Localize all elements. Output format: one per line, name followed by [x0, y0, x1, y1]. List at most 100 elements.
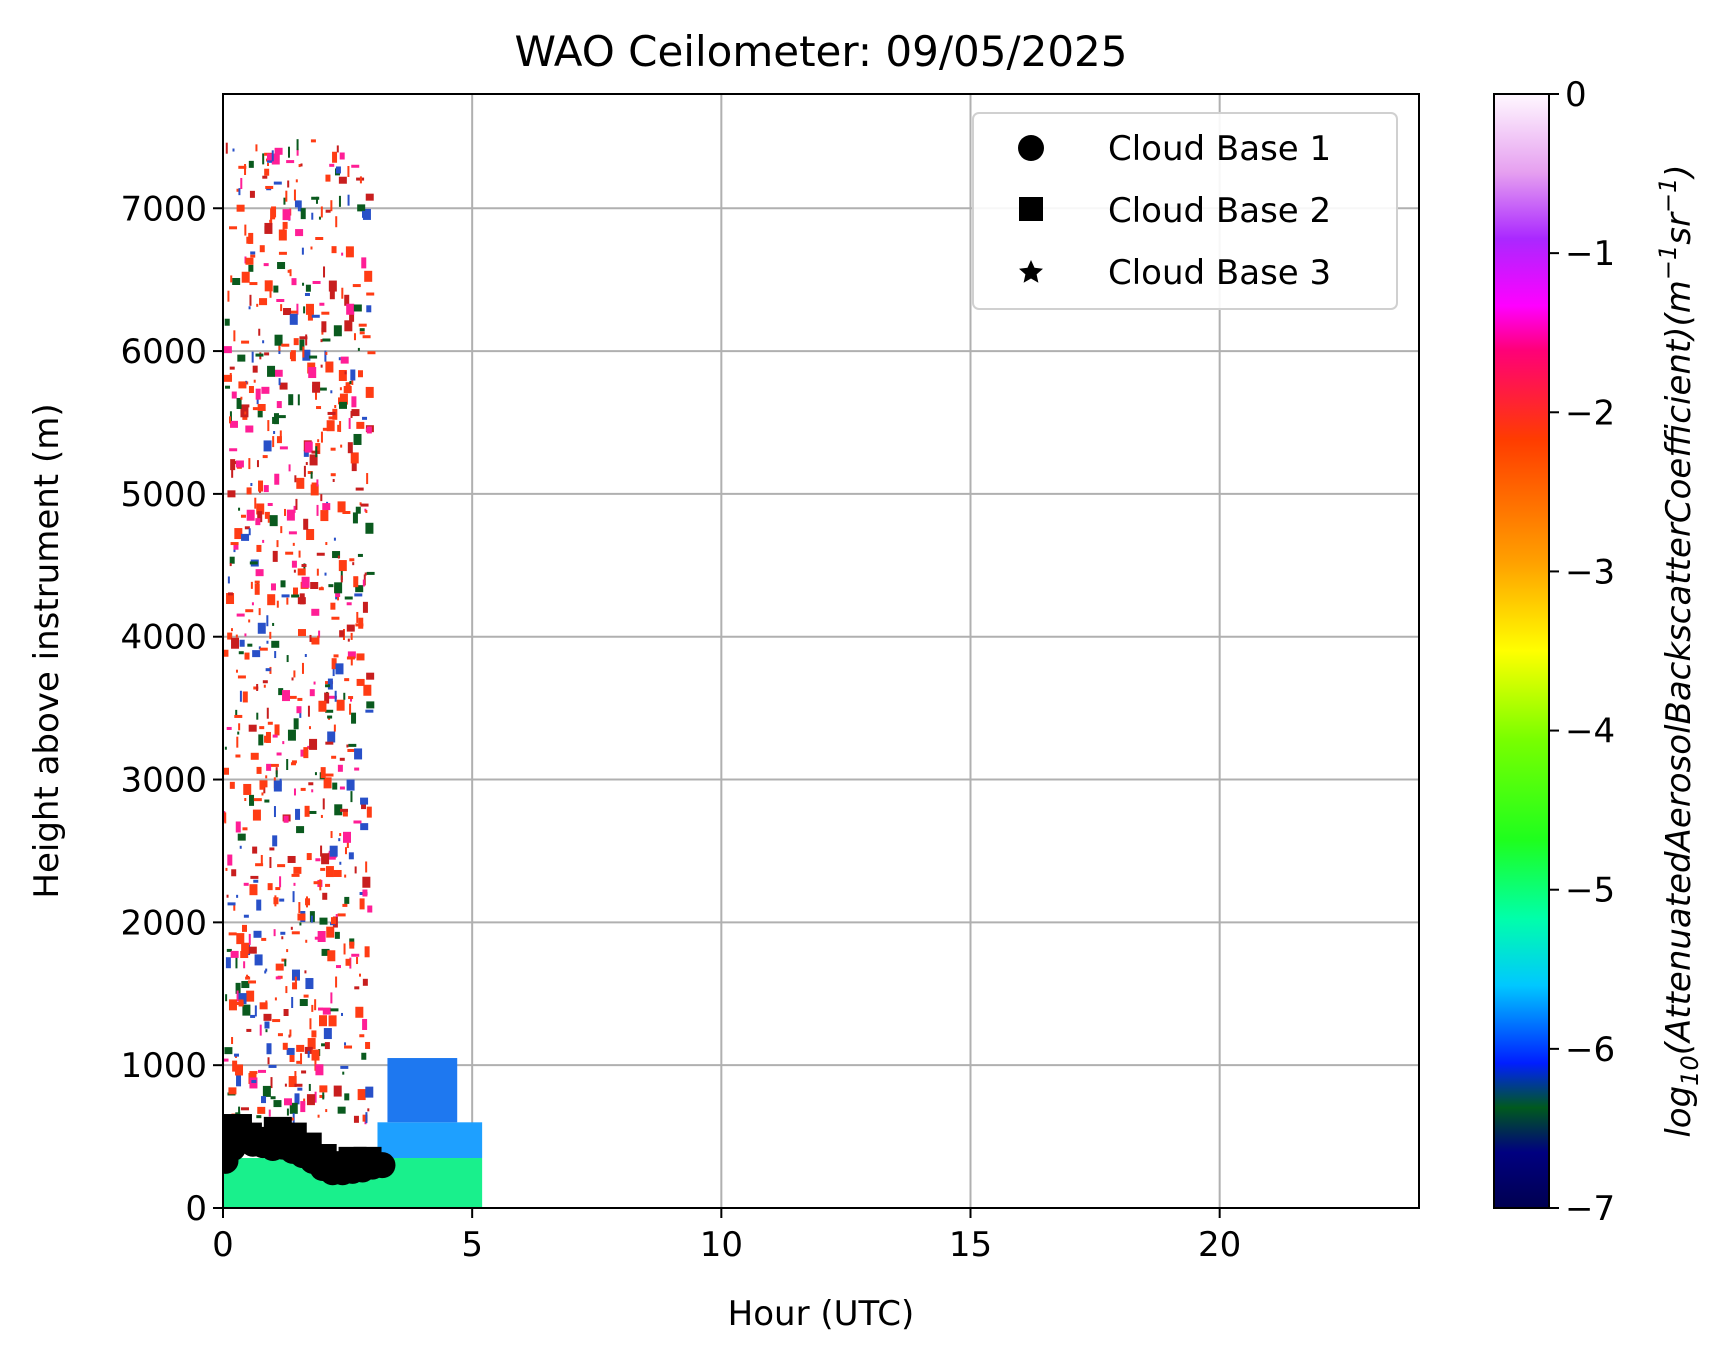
- backscatter-noise-cell: [349, 380, 352, 384]
- backscatter-noise-cell: [353, 576, 359, 588]
- backscatter-noise-cell: [262, 1085, 271, 1097]
- backscatter-noise-cell: [273, 413, 279, 425]
- backscatter-noise-cell: [290, 350, 296, 362]
- backscatter-noise-cell: [283, 308, 292, 316]
- backscatter-noise-cell: [292, 982, 298, 990]
- backscatter-noise-cell: [345, 246, 354, 258]
- backscatter-noise-cell: [236, 933, 245, 945]
- backscatter-noise-cell: [307, 705, 310, 717]
- backscatter-noise-cell: [319, 1094, 325, 1098]
- backscatter-noise-cell: [311, 1030, 317, 1038]
- backscatter-noise-cell: [250, 1014, 256, 1018]
- backscatter-noise-cell: [311, 1049, 320, 1061]
- backscatter-noise-cell: [337, 1106, 346, 1114]
- legend-star-marker: [1019, 260, 1043, 283]
- backscatter-noise-cell: [242, 827, 248, 831]
- backscatter-noise-cell: [356, 957, 359, 965]
- backscatter-noise-cell: [325, 542, 328, 546]
- backscatter-noise-cell: [323, 266, 326, 278]
- backscatter-noise-cell: [308, 810, 317, 814]
- backscatter-noise-cell: [353, 1115, 359, 1123]
- backscatter-noise-cell: [293, 718, 299, 730]
- backscatter-noise-cell: [281, 936, 284, 940]
- backscatter-noise-cell: [326, 420, 335, 432]
- backscatter-noise-cell: [332, 782, 338, 790]
- backscatter-noise-cell: [273, 1100, 282, 1108]
- backscatter-noise-cell: [282, 690, 291, 702]
- backscatter-noise-cell: [294, 1071, 297, 1079]
- backscatter-noise-cell: [229, 373, 232, 377]
- backscatter-noise-cell: [282, 1042, 288, 1050]
- backscatter-noise-cell: [350, 791, 353, 803]
- backscatter-noise-cell: [256, 460, 259, 468]
- backscatter-noise-cell: [223, 1058, 229, 1062]
- backscatter-noise-cell: [261, 937, 267, 941]
- backscatter-heatmap: [223, 139, 483, 1208]
- backscatter-noise-cell: [304, 1046, 313, 1054]
- backscatter-noise-cell: [299, 200, 302, 212]
- backscatter-noise-cell: [230, 950, 239, 958]
- backscatter-noise-cell: [318, 216, 321, 220]
- x-tick-label: 10: [700, 1225, 743, 1265]
- backscatter-noise-cell: [252, 809, 261, 821]
- backscatter-noise-cell: [295, 808, 301, 820]
- backscatter-noise-cell: [249, 561, 258, 565]
- backscatter-noise-cell: [320, 431, 323, 443]
- backscatter-noise-cell: [227, 854, 233, 866]
- backscatter-noise-cell: [365, 1112, 368, 1124]
- backscatter-noise-cell: [342, 809, 348, 817]
- backscatter-noise-cell: [338, 397, 341, 405]
- backscatter-noise-cell: [327, 678, 333, 690]
- backscatter-noise-cell: [246, 990, 255, 1002]
- backscatter-noise-cell: [274, 147, 283, 155]
- backscatter-noise-cell: [362, 1018, 368, 1030]
- backscatter-noise-cell: [300, 749, 306, 757]
- backscatter-noise-cell: [257, 410, 263, 418]
- backscatter-noise-cell: [294, 1093, 300, 1105]
- colorbar-tick-label: −2: [1565, 393, 1615, 433]
- backscatter-noise-cell: [311, 608, 320, 616]
- backscatter-noise-cell: [227, 290, 230, 302]
- backscatter-noise-cell: [332, 551, 341, 559]
- backscatter-noise-cell: [259, 726, 265, 730]
- backscatter-noise-cell: [296, 826, 305, 834]
- backscatter-noise-cell: [340, 808, 349, 812]
- backscatter-noise-cell: [293, 788, 296, 796]
- backscatter-noise-cell: [266, 615, 269, 627]
- backscatter-noise-cell: [319, 1015, 328, 1027]
- backscatter-noise-cell: [301, 247, 304, 255]
- backscatter-noise-cell: [350, 452, 359, 464]
- backscatter-noise-cell: [362, 416, 368, 420]
- backscatter-noise-cell: [351, 164, 360, 168]
- backscatter-noise-cell: [322, 338, 331, 342]
- backscatter-noise-cell: [359, 1034, 365, 1038]
- backscatter-noise-cell: [225, 867, 228, 871]
- backscatter-noise-cell: [330, 447, 336, 451]
- backscatter-noise-cell: [346, 744, 349, 748]
- backscatter-noise-cell: [273, 430, 276, 434]
- backscatter-noise-cell: [244, 797, 247, 801]
- backscatter-noise-cell: [341, 1012, 344, 1016]
- backscatter-noise-cell: [361, 1052, 367, 1060]
- backscatter-noise-cell: [339, 421, 342, 433]
- backscatter-noise-cell: [248, 946, 257, 954]
- backscatter-noise-cell: [340, 444, 343, 448]
- backscatter-noise-cell: [303, 994, 309, 998]
- backscatter-noise-cell: [288, 695, 297, 699]
- backscatter-noise-cell: [267, 502, 273, 506]
- backscatter-noise-cell: [338, 369, 347, 381]
- backscatter-noise-cell: [314, 936, 323, 940]
- backscatter-noise-cell: [264, 735, 270, 743]
- backscatter-noise-cell: [249, 294, 252, 306]
- backscatter-noise-cell: [312, 381, 321, 393]
- backscatter-noise-cell: [311, 1004, 314, 1012]
- backscatter-noise-cell: [231, 1037, 234, 1045]
- backscatter-noise-cell: [316, 504, 319, 516]
- backscatter-noise-cell: [297, 913, 306, 921]
- backscatter-noise-cell: [267, 163, 270, 167]
- backscatter-noise-cell: [364, 572, 367, 576]
- backscatter-noise-cell: [344, 596, 353, 600]
- backscatter-noise-cell: [365, 428, 371, 432]
- backscatter-noise-cell: [322, 427, 331, 431]
- backscatter-noise-cell: [223, 346, 232, 354]
